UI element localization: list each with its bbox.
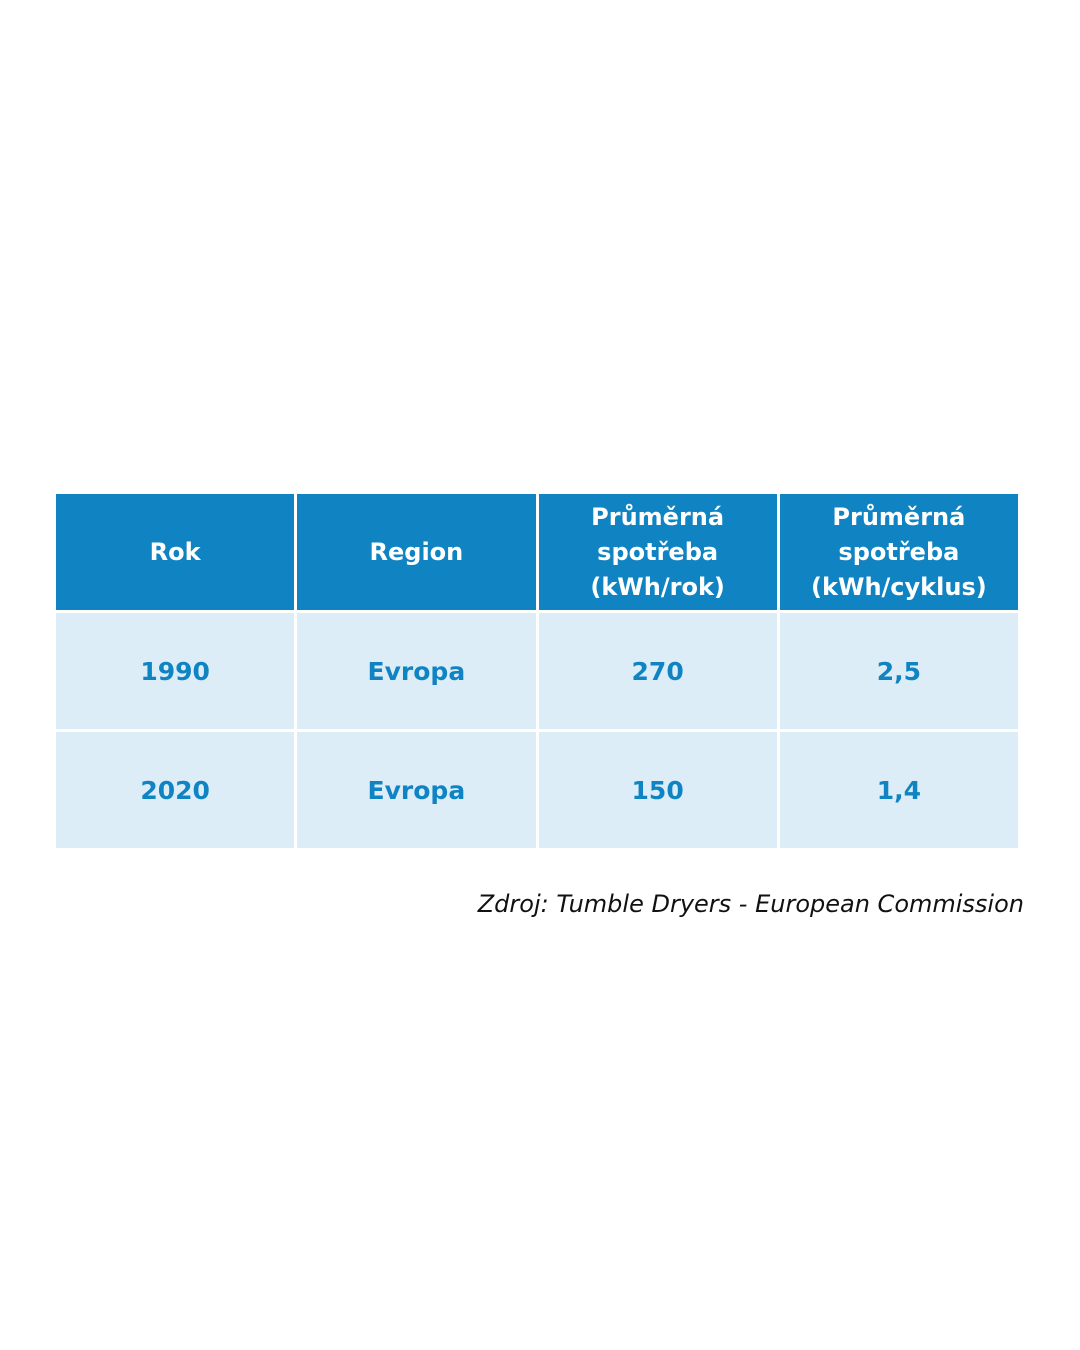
header-line: Průměrná (591, 502, 725, 531)
header-year: Rok (56, 494, 295, 610)
table-row: 1990 Evropa 270 2,5 (56, 613, 1018, 729)
consumption-table-container: Rok Region Průměrná spotřeba (kWh/rok) P… (56, 494, 1024, 848)
table-row: 2020 Evropa 150 1,4 (56, 732, 1018, 848)
source-caption: Zdroj: Tumble Dryers - European Commissi… (477, 890, 1024, 918)
header-line: Rok (149, 537, 201, 566)
table-cell: 1,4 (779, 732, 1018, 848)
header-avg-consumption-cycle: Průměrná spotřeba (kWh/cyklus) (779, 494, 1018, 610)
header-line: spotřeba (597, 537, 719, 566)
header-line: spotřeba (838, 537, 960, 566)
header-line: Průměrná (832, 502, 966, 531)
consumption-table: Rok Region Průměrná spotřeba (kWh/rok) P… (53, 491, 1021, 851)
table-cell: 2,5 (779, 613, 1018, 729)
table-cell: Evropa (297, 613, 536, 729)
table-cell: 2020 (56, 732, 295, 848)
table-cell: Evropa (297, 732, 536, 848)
header-avg-consumption-year: Průměrná spotřeba (kWh/rok) (538, 494, 777, 610)
header-line: (kWh/cyklus) (811, 572, 987, 601)
table-cell: 270 (538, 613, 777, 729)
header-line: (kWh/rok) (590, 572, 725, 601)
table-cell: 150 (538, 732, 777, 848)
table-cell: 1990 (56, 613, 295, 729)
header-region: Region (297, 494, 536, 610)
table-header-row: Rok Region Průměrná spotřeba (kWh/rok) P… (56, 494, 1018, 610)
header-line: Region (369, 537, 464, 566)
